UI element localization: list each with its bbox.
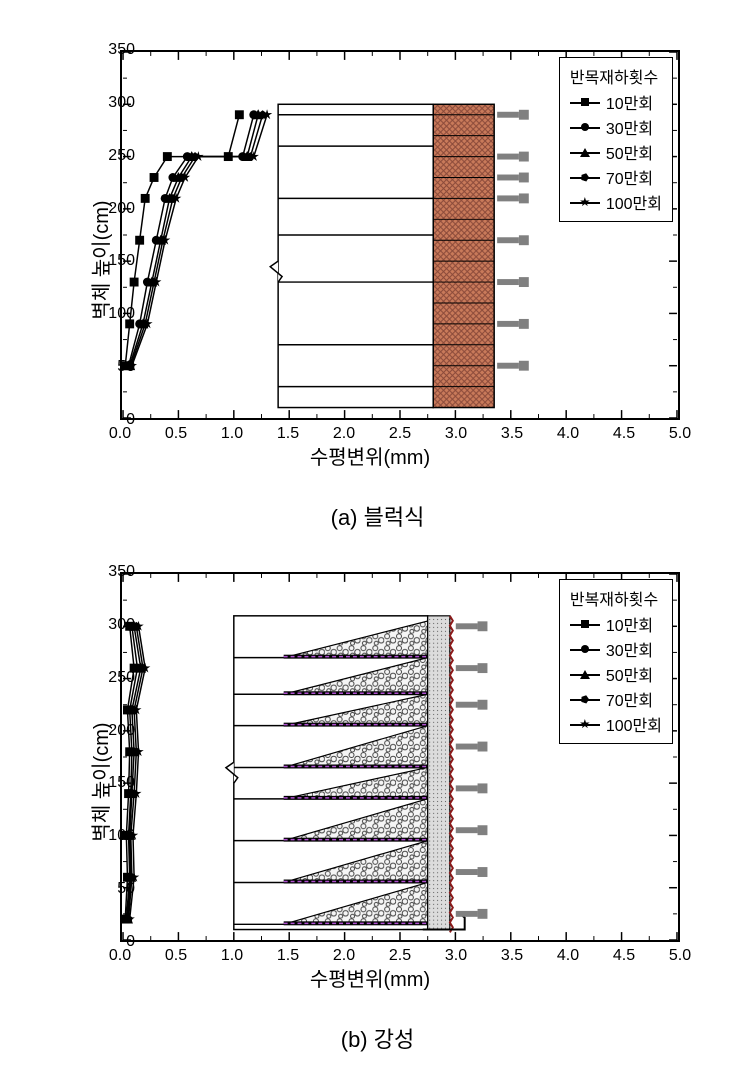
x-tick-label: 2.0 [333,947,355,965]
x-tick-label: 1.0 [221,425,243,443]
legend-item: 30만회 [570,637,662,661]
x-tick-label: 4.5 [613,425,635,443]
x-tick-label: 1.5 [277,425,299,443]
legend-label: 70만회 [606,687,653,711]
legend-item: 100만회 [570,190,662,214]
legend-label: 100만회 [606,190,662,214]
legend-item: 10만회 [570,612,662,636]
legend-label: 50만회 [606,662,653,686]
x-tick-label: 1.5 [277,947,299,965]
legend-label: 30만회 [606,115,653,139]
legend: 반목재하횟수10만회30만회50만회70만회100만회 [559,57,673,222]
y-tick-label: 300 [108,616,135,634]
plot-area: 반복재하횟수10만회30만회50만회70만회100만회 [120,572,680,942]
legend-label: 10만회 [606,90,653,114]
caption-a: (a) 블럭식 [30,500,725,532]
chart-a: 반목재하횟수10만회30만회50만회70만회100만회벽체 높이(cm)수평변위… [30,30,710,490]
y-tick-label: 50 [117,358,135,376]
y-tick-label: 350 [108,41,135,59]
plot-area: 반목재하횟수10만회30만회50만회70만회100만회 [120,50,680,420]
x-tick-label: 2.5 [389,425,411,443]
x-tick-label: 3.0 [445,947,467,965]
legend-title: 반복재하횟수 [570,586,662,610]
legend-title: 반목재하횟수 [570,64,662,88]
x-tick-label: 5.0 [669,947,691,965]
legend-item: 70만회 [570,165,662,189]
x-tick-label: 0.0 [109,425,131,443]
legend-item: 50만회 [570,140,662,164]
caption-b: (b) 강성 [30,1022,725,1054]
x-tick-label: 3.5 [501,425,523,443]
y-tick-label: 250 [108,669,135,687]
y-tick-label: 300 [108,94,135,112]
y-tick-label: 200 [108,722,135,740]
chart-b: 반복재하횟수10만회30만회50만회70만회100만회벽체 높이(cm)수평변위… [30,552,710,1012]
legend-item: 50만회 [570,662,662,686]
legend-item: 70만회 [570,687,662,711]
y-tick-label: 100 [108,827,135,845]
legend: 반복재하횟수10만회30만회50만회70만회100만회 [559,579,673,744]
legend-label: 10만회 [606,612,653,636]
x-tick-label: 4.0 [557,947,579,965]
y-tick-label: 150 [108,774,135,792]
x-axis-label: 수평변위(mm) [310,441,430,470]
x-tick-label: 0.5 [165,425,187,443]
x-tick-label: 5.0 [669,425,691,443]
y-tick-label: 250 [108,147,135,165]
legend-label: 50만회 [606,140,653,164]
x-tick-label: 2.5 [389,947,411,965]
x-tick-label: 0.0 [109,947,131,965]
legend-item: 30만회 [570,115,662,139]
figure: 반목재하횟수10만회30만회50만회70만회100만회벽체 높이(cm)수평변위… [0,0,745,1084]
legend-label: 100만회 [606,712,662,736]
x-tick-label: 3.0 [445,425,467,443]
y-tick-label: 150 [108,252,135,270]
y-tick-label: 100 [108,305,135,323]
x-tick-label: 0.5 [165,947,187,965]
legend-item: 100만회 [570,712,662,736]
y-tick-label: 350 [108,563,135,581]
legend-label: 30만회 [606,637,653,661]
legend-label: 70만회 [606,165,653,189]
x-tick-label: 4.0 [557,425,579,443]
y-tick-label: 50 [117,880,135,898]
legend-item: 10만회 [570,90,662,114]
x-tick-label: 4.5 [613,947,635,965]
x-axis-label: 수평변위(mm) [310,963,430,992]
x-tick-label: 1.0 [221,947,243,965]
y-tick-label: 200 [108,200,135,218]
x-tick-label: 2.0 [333,425,355,443]
x-tick-label: 3.5 [501,947,523,965]
